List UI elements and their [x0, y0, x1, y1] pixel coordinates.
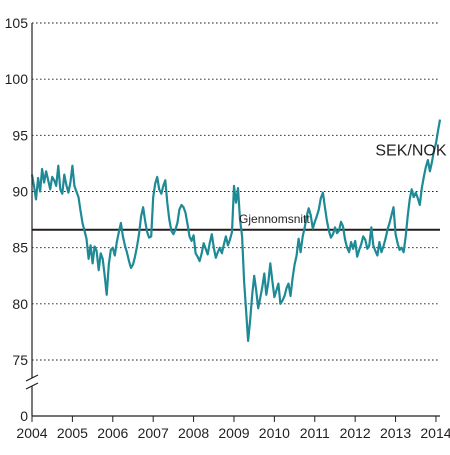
- y-tick-label: 85: [12, 240, 28, 256]
- axis-break-gap: [26, 378, 38, 386]
- y-tick-label: 75: [12, 352, 28, 368]
- y-axis-ticks: 0 75 80 85 90 95 100 105: [5, 15, 29, 424]
- x-tick-label: 2011: [300, 425, 330, 441]
- x-tick-label: 2010: [259, 425, 290, 441]
- x-axis-ticks: 2004 2005 2006 2007 2008 2009 2010 2011 2012 2013…: [16, 416, 450, 441]
- y-tick-label: 95: [12, 127, 28, 143]
- x-tick-label: 2008: [178, 425, 209, 441]
- x-tick-label: 2007: [138, 425, 169, 441]
- average-label: Gjennomsnitt: [239, 212, 310, 226]
- x-tick-label: 2006: [97, 425, 128, 441]
- x-tick-label: 2005: [57, 425, 88, 441]
- axis-break-slash: [25, 374, 39, 382]
- y-axis-break-marker: [25, 374, 39, 390]
- y-tick-label: 100: [5, 71, 29, 87]
- x-tick-label: 2004: [16, 425, 47, 441]
- series-label: SEK/NOK: [375, 143, 446, 160]
- y-tick-label: 90: [12, 184, 28, 200]
- x-tick-label: 2009: [218, 425, 249, 441]
- y-tick-label: 80: [12, 296, 28, 312]
- x-tick-label: 2014: [420, 425, 450, 441]
- x-tick-label: 2013: [380, 425, 411, 441]
- series-line-sek-nok: [30, 119, 442, 342]
- x-tick-label: 2012: [340, 425, 371, 441]
- y-tick-label: 0: [20, 408, 28, 424]
- y-tick-label: 105: [5, 15, 29, 31]
- grid-lines: [32, 22, 440, 361]
- axis-break-slash: [25, 382, 39, 390]
